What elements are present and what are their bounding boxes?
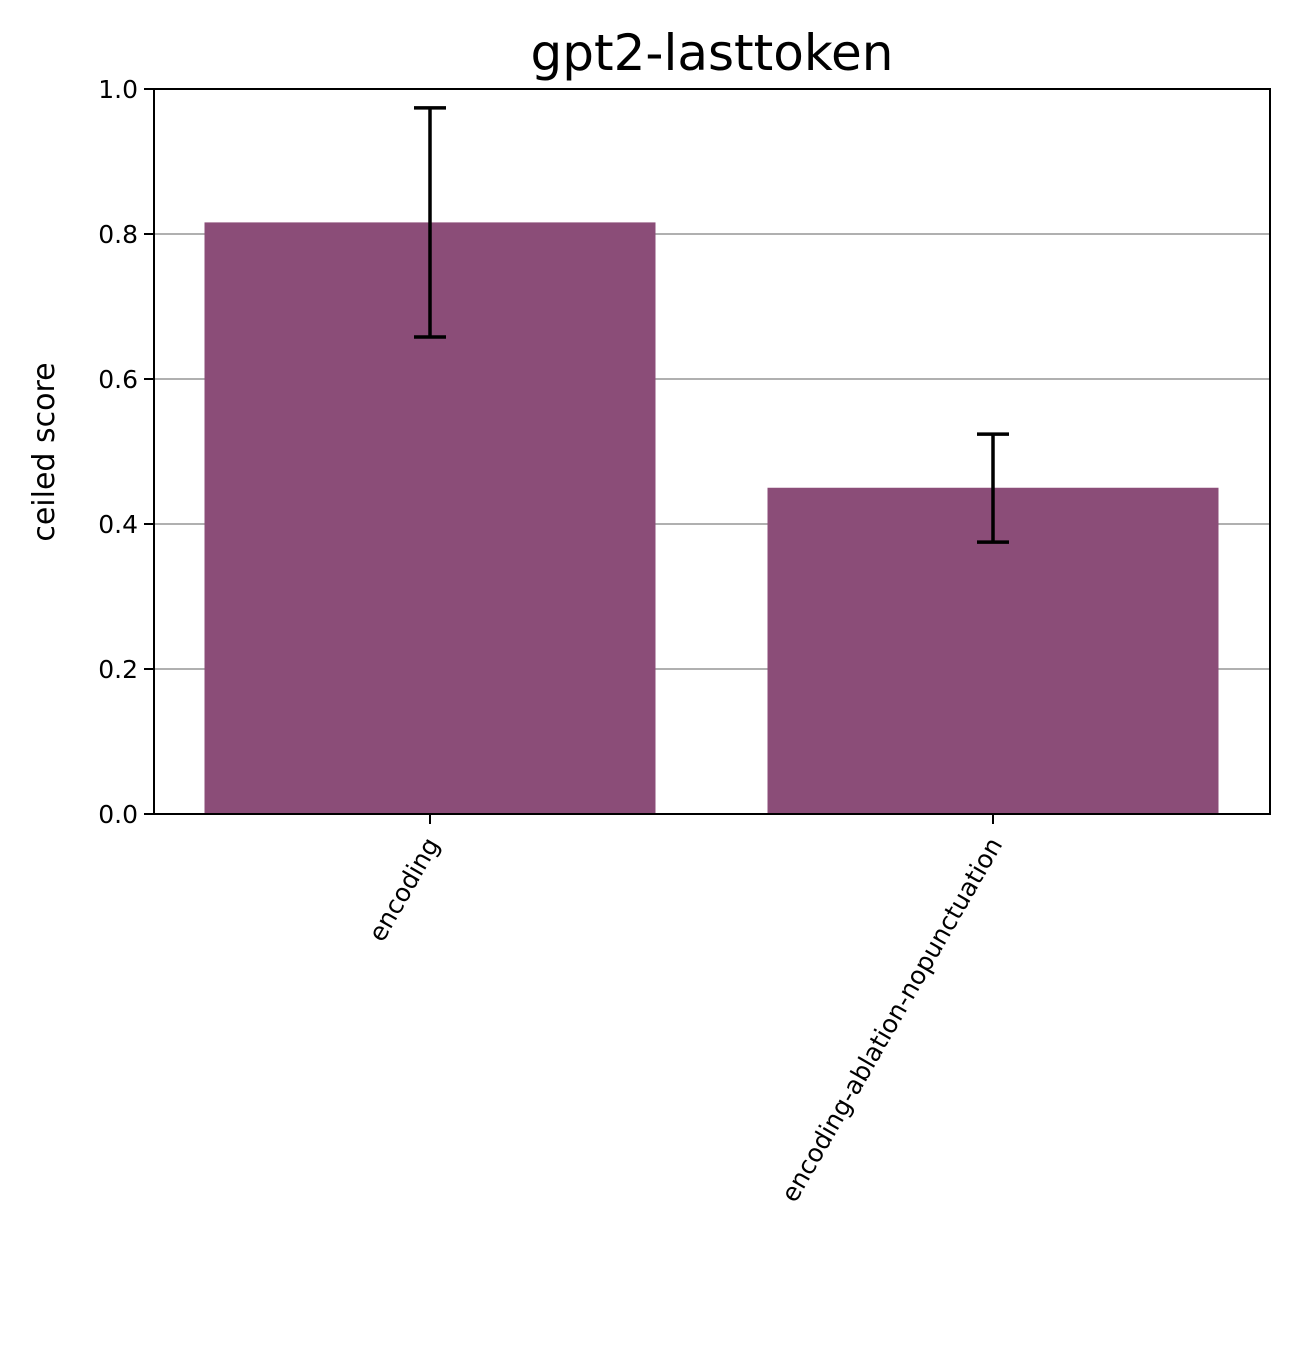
error-bar-encoding (414, 106, 446, 339)
x-axis-ticks: encoding encoding-ablation-nopunctuation (363, 814, 1008, 1207)
y-tick-label: 0.0 (98, 800, 138, 829)
y-tick-label: 0.2 (98, 655, 138, 684)
error-bars (414, 106, 1009, 544)
y-tick-label: 1.0 (98, 75, 138, 104)
bars (204, 222, 1219, 814)
y-axis-label: ceiled score (27, 362, 62, 541)
plot-frame (153, 88, 1271, 815)
y-tick-label: 0.6 (98, 365, 138, 394)
error-bar-encoding-ablation-nopunctuation (977, 432, 1009, 544)
chart-title: gpt2-lasttoken (531, 24, 894, 82)
y-tick-label: 0.4 (98, 510, 138, 539)
x-tick-label: encoding-ablation-nopunctuation (775, 833, 1008, 1207)
y-axis-ticks: 0.0 0.2 0.4 0.6 0.8 1.0 (98, 75, 154, 829)
x-tick-label: encoding (363, 833, 446, 947)
y-tick-label: 0.8 (98, 220, 138, 249)
